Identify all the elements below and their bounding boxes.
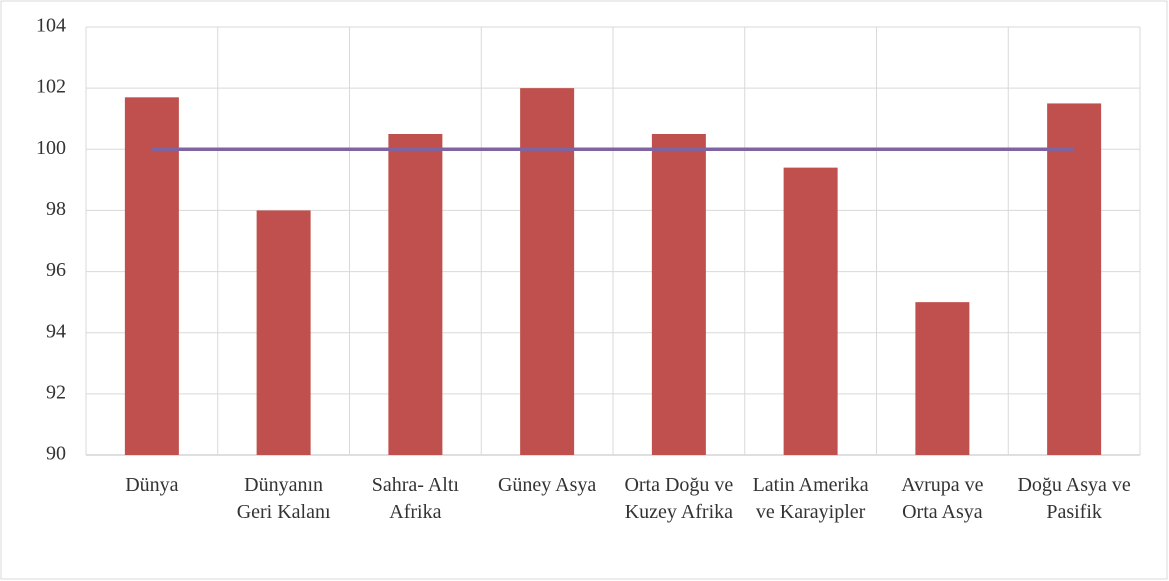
bar (651, 134, 706, 455)
y-tick-label: 90 (46, 443, 66, 465)
y-tick-label: 104 (36, 15, 66, 37)
bar (256, 210, 311, 455)
bar (388, 134, 443, 455)
y-tick-label: 94 (46, 320, 66, 342)
y-tick-label: 96 (46, 259, 66, 281)
bar (1047, 103, 1102, 455)
bar (783, 167, 838, 455)
x-tick-label: Latin Amerika ve Karayipler (752, 474, 869, 523)
x-tick-label: Sahra- Altı Afrika (371, 474, 459, 523)
y-tick-label: 98 (46, 198, 66, 220)
x-tick-label: Avrupa ve Orta Asya (901, 474, 984, 523)
x-tick-label: Doğu Asya ve Pasifik (1017, 474, 1131, 523)
x-tick-label: Dünya (125, 474, 179, 496)
x-tick-label: Dünyanın Geri Kalanı (236, 474, 331, 523)
bar (520, 88, 575, 456)
y-tick-label: 102 (36, 76, 66, 98)
x-tick-label: Orta Doğu ve Kuzey Afrika (624, 474, 734, 523)
bar (915, 302, 970, 455)
y-tick-label: 100 (36, 137, 66, 159)
y-tick-label: 92 (46, 381, 66, 403)
bar (124, 97, 179, 456)
x-tick-label: Güney Asya (497, 474, 597, 496)
